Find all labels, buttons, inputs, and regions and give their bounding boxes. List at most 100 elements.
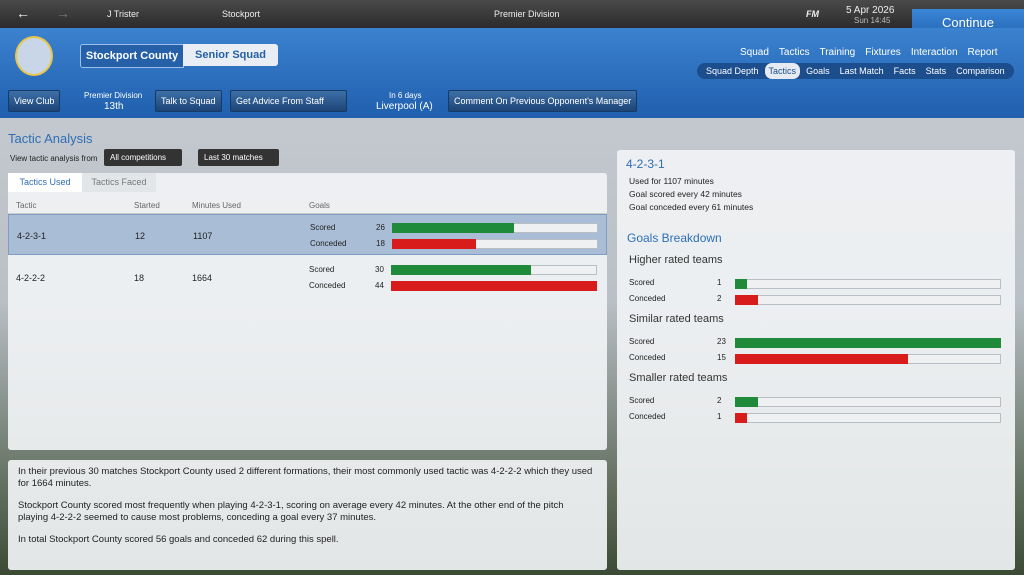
detail-panel: 4-2-3-1 Used for 1107 minutes Goal scored … [617, 150, 1015, 570]
view-club[interactable]: View Club [8, 90, 61, 112]
subnav-item[interactable]: Stats [925, 66, 947, 76]
goal-label: Conceded [629, 412, 666, 421]
position: 13th [104, 101, 124, 112]
table-row[interactable]: 4-2-3-1 12 1107 Scored 26 Conceded 18 [8, 214, 607, 255]
nav-item[interactable]: Report [967, 47, 998, 58]
league: Premier Division [84, 91, 143, 100]
column-header: Minutes Used [192, 201, 241, 210]
tab[interactable]: Tactics Faced [82, 173, 156, 192]
goal-value: 30 [375, 265, 384, 274]
conceded-bar [735, 295, 759, 305]
goal-value: 23 [717, 337, 726, 346]
header-rule [8, 213, 607, 214]
section-title: Tactic Analysis [8, 131, 93, 146]
goal-value: 1 [717, 278, 722, 287]
conceded-bar [391, 281, 597, 291]
comment-button[interactable]: Comment On Previous Opponent's Manager [448, 90, 638, 112]
bar-track [735, 279, 1001, 289]
minutes: 1664 [192, 273, 213, 283]
goal-value: 44 [375, 281, 384, 290]
goal-label: Conceded [309, 281, 346, 290]
forward[interactable]: → [56, 5, 70, 21]
goal-value: 15 [717, 353, 726, 362]
conceded-bar [735, 413, 747, 423]
conceded-bar [392, 239, 477, 249]
breakdown-title: Goals Breakdown [627, 231, 722, 245]
bar-track [735, 295, 1001, 305]
goal-label: Scored [310, 223, 336, 232]
time: Sun 14:45 [854, 16, 891, 25]
goal-label: Scored [629, 396, 655, 405]
nav-item[interactable]: Squad [740, 47, 769, 58]
competition-menu[interactable]: Premier Division [494, 9, 560, 19]
nav-item[interactable]: Fixtures [865, 47, 901, 58]
goal-value: 2 [717, 396, 722, 405]
period-filter[interactable]: Last 30 matches [198, 149, 279, 166]
group-title: Higher rated teams [629, 254, 723, 266]
group-title: Smaller rated teams [629, 372, 728, 384]
detail-line: Goal scored every 42 minutes [629, 189, 742, 199]
goal-value: 2 [717, 294, 722, 303]
header: Stockport County Senior Squad Squad Tacti… [0, 28, 1024, 118]
goal-value: 1 [717, 412, 722, 421]
club-logo [15, 36, 53, 76]
tab[interactable]: Tactics Used [8, 173, 82, 192]
tactic: 4-2-2-2 [16, 273, 46, 283]
scored-bar [391, 265, 532, 275]
goal-value: 18 [376, 239, 385, 248]
goal-label: Scored [309, 265, 335, 274]
tactic: 4-2-3-1 [17, 231, 47, 241]
club-name[interactable]: Stockport County [80, 44, 184, 68]
summary-text: In total Stockport County scored 56 goal… [18, 534, 339, 545]
subnav-item[interactable]: Last Match [839, 66, 884, 76]
started: 12 [135, 231, 146, 241]
started: 18 [134, 273, 145, 283]
scored-bar [735, 397, 759, 407]
date: 5 Apr 2026 [846, 5, 895, 16]
tactics-table: Tactics Used Tactics Faced Tactic Started Mi… [8, 173, 607, 450]
nav-item[interactable]: Training [819, 47, 856, 58]
detail-line: Goal conceded every 61 minutes [629, 202, 754, 212]
conceded-bar [735, 354, 909, 364]
scored-bar [735, 338, 1001, 348]
subnav-item[interactable]: Squad Depth [706, 66, 759, 76]
nav: Squad Tactics Training Fixtures Interaction R… [730, 47, 998, 58]
subnav-item[interactable]: Comparison [956, 66, 1005, 76]
club-menu[interactable]: Stockport [222, 9, 261, 19]
summary-text: In their previous 30 matches Stockport C… [18, 466, 593, 489]
manager[interactable]: J Trister [107, 9, 140, 19]
goal-value: 26 [376, 223, 385, 232]
competition-filter[interactable]: All competitions [104, 149, 183, 166]
filter-label: View tactic analysis from [10, 154, 98, 163]
squad-name[interactable]: Senior Squad [183, 44, 278, 66]
fm-menu[interactable]: FM [806, 9, 819, 19]
column-header: Goals [309, 201, 330, 210]
subnav-item[interactable]: Facts [893, 66, 916, 76]
group-title: Similar rated teams [629, 313, 724, 325]
scored-bar [735, 279, 747, 289]
column-header: Tactic [16, 201, 37, 210]
goal-label: Scored [629, 337, 655, 346]
nav-item[interactable]: Tactics [778, 47, 810, 58]
column-header: Started [134, 201, 160, 210]
advice-button[interactable]: Get Advice From Staff [230, 90, 347, 112]
table-row[interactable]: 4-2-2-2 18 1664 Scored 30 Conceded 44 [8, 257, 607, 298]
top-bar: ← → J Trister Stockport Premier Division… [0, 0, 1024, 37]
goal-label: Scored [629, 278, 655, 287]
next-when: In 6 days [389, 91, 422, 100]
talk-button[interactable]: Talk to Squad [155, 90, 222, 112]
bar-track [735, 413, 1001, 423]
subnav-item[interactable]: Tactics [764, 63, 801, 79]
next-opponent[interactable]: Liverpool (A) [376, 101, 433, 112]
back[interactable]: ← [16, 5, 30, 21]
goal-label: Conceded [310, 239, 347, 248]
subnav: Squad Depth Tactics Goals Last Match Facts St… [697, 63, 1014, 79]
summary-panel: In their previous 30 matches Stockport C… [8, 460, 607, 570]
bar-track [735, 397, 1001, 407]
nav-item[interactable]: Interaction [910, 47, 958, 58]
subnav-item[interactable]: Goals [806, 66, 830, 76]
summary-text: Stockport County scored most frequently … [18, 500, 564, 523]
detail-line: Used for 1107 minutes [629, 176, 714, 186]
goal-label: Conceded [629, 353, 666, 362]
